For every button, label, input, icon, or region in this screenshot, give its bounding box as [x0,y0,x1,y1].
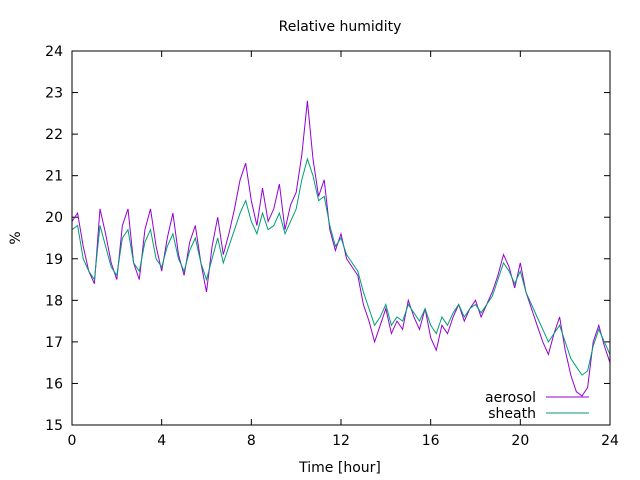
data-series [71,100,611,397]
y-tick-label: 22 [45,127,63,143]
legend-label-sheath: sheath [488,406,536,422]
x-tick-label: 4 [157,433,166,449]
x-tick-label: 24 [601,433,619,449]
y-tick-label: 20 [45,210,63,226]
y-tick-label: 16 [45,376,63,392]
y-tick-label: 19 [45,252,63,268]
y-tick-label: 17 [45,335,63,351]
axis-ticks: 15 16 17 18 19 20 21 22 23 24 0 4 8 12 16 20 24 [45,44,619,449]
y-tick-label: 24 [45,44,63,60]
x-tick-label: 12 [332,433,350,449]
series-line-aerosol [71,100,611,397]
chart-title: Relative humidity [279,19,402,35]
x-tick-label: 16 [422,433,440,449]
legend-label-aerosol: aerosol [485,390,536,406]
y-axis-label: % [8,231,24,244]
y-tick-label: 15 [45,418,63,434]
plot-frame [71,50,611,426]
x-axis-label: Time [hour] [298,460,381,476]
x-tick-label: 20 [511,433,529,449]
x-tick-label: 8 [247,433,256,449]
y-tick-label: 18 [45,293,63,309]
x-tick-label: 0 [68,433,77,449]
y-tick-label: 21 [45,169,63,185]
series-line-sheath [71,157,611,376]
y-tick-label: 23 [45,86,63,102]
